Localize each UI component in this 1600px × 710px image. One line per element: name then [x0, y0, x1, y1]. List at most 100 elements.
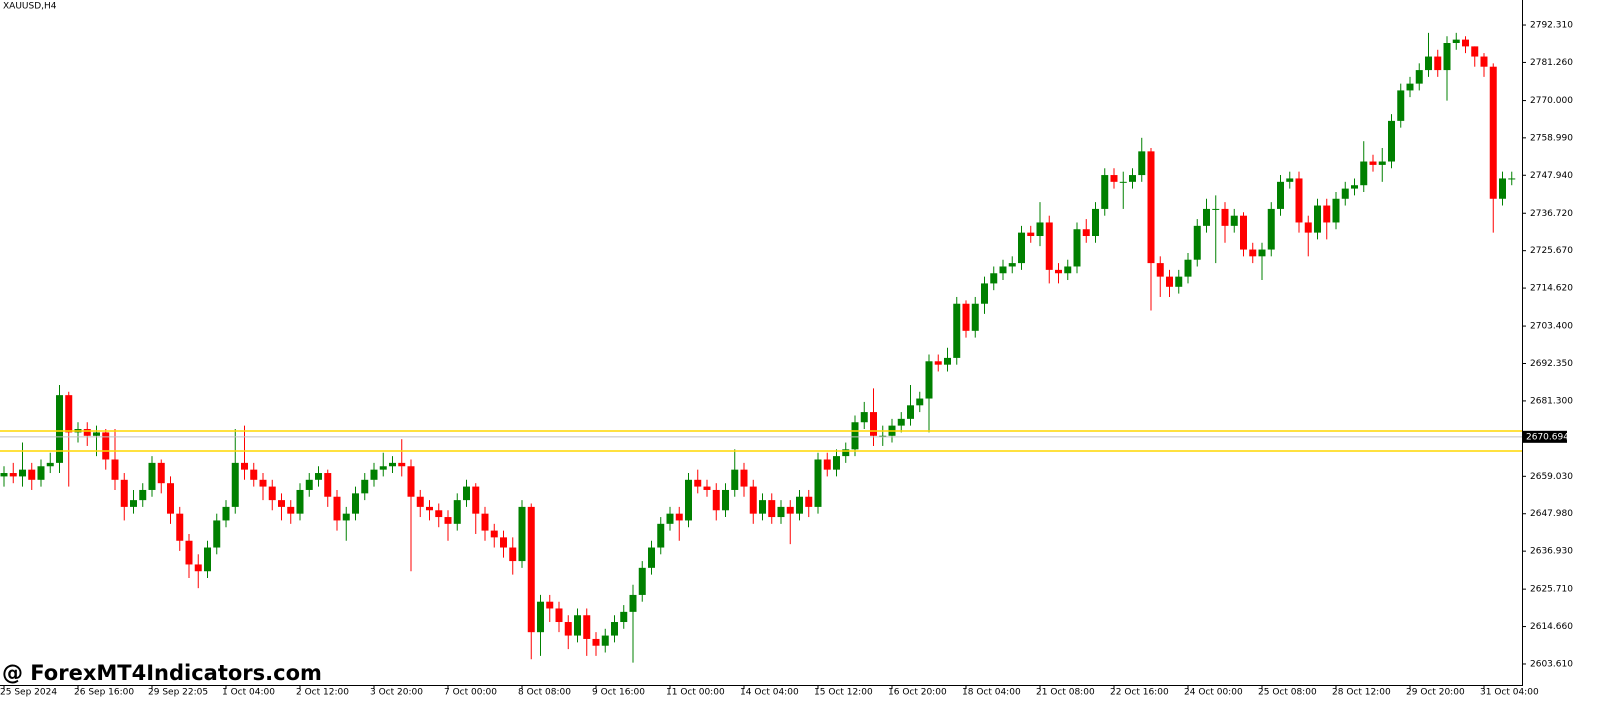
candle-body — [1212, 208, 1220, 210]
candle-body — [1064, 266, 1072, 274]
candle-body — [1221, 208, 1229, 226]
candle-body — [463, 486, 470, 501]
candle-body — [56, 395, 63, 463]
candle-body — [490, 530, 498, 538]
x-tick-label: 3 Oct 20:00 — [370, 688, 423, 698]
candle-body — [1156, 263, 1164, 277]
candle-body — [379, 466, 387, 470]
candle-body — [500, 537, 507, 548]
candle-body — [1341, 188, 1349, 199]
candle-body — [638, 567, 646, 595]
candle-body — [768, 500, 776, 518]
candle-body — [111, 459, 119, 480]
current-price-box — [1523, 430, 1567, 443]
candle-body — [1304, 222, 1312, 233]
candle-body — [759, 500, 766, 514]
symbol-label: XAUUSD,H4 — [3, 2, 57, 12]
candle-body — [342, 513, 350, 521]
x-tick-label: 16 Oct 20:00 — [888, 688, 947, 698]
candle-body — [1092, 208, 1099, 237]
candle-body — [629, 594, 637, 612]
candle-body — [749, 486, 757, 514]
candle-body — [740, 469, 748, 487]
candle-body — [1452, 39, 1460, 44]
candle-body — [620, 611, 628, 623]
candle-body — [1073, 229, 1081, 267]
x-tick-label: 25 Sep 2024 — [0, 688, 57, 698]
candle-body — [324, 473, 332, 497]
candle-body — [694, 479, 702, 487]
candle-body — [1258, 249, 1266, 257]
current-price-label: 2670.694 — [1526, 432, 1569, 442]
candle-body — [1314, 205, 1321, 233]
candle-body — [1240, 215, 1247, 250]
candle-body — [1055, 269, 1062, 274]
x-tick-label: 14 Oct 04:00 — [740, 688, 799, 698]
candle-body — [231, 462, 239, 507]
candle-body — [481, 513, 489, 531]
candle-body — [777, 506, 785, 518]
x-tick-label: 1 Oct 04:00 — [222, 688, 275, 698]
y-tick-label: 2792.310 — [1530, 21, 1573, 31]
candle-body — [1323, 205, 1331, 223]
x-tick-label: 21 Oct 08:00 — [1036, 688, 1095, 698]
candle-body — [823, 459, 831, 470]
candle-body — [407, 466, 415, 497]
candle-body — [416, 496, 424, 507]
candle-body — [1425, 56, 1432, 71]
y-tick-label: 2647.980 — [1530, 509, 1573, 519]
candle-body — [1360, 161, 1368, 186]
candle-body — [1351, 185, 1358, 189]
candle-body — [1397, 90, 1405, 121]
candle-body — [1462, 39, 1469, 47]
candle-body — [1471, 46, 1479, 57]
x-tick-label: 22 Oct 16:00 — [1110, 688, 1169, 698]
y-tick-label: 2781.260 — [1530, 58, 1573, 68]
candle-body — [361, 479, 369, 494]
candle-body — [971, 303, 979, 331]
candle-body — [1203, 208, 1210, 226]
candle-body — [870, 412, 877, 436]
candle-body — [879, 435, 887, 437]
candle-body — [435, 510, 443, 518]
candle-body — [315, 473, 322, 480]
candle-body — [1138, 151, 1146, 176]
candle-body — [583, 615, 591, 639]
candle-body — [722, 489, 729, 511]
candle-body — [1406, 83, 1414, 91]
candle-body — [204, 547, 211, 572]
candle-body — [1277, 181, 1284, 209]
candle-body — [130, 500, 137, 507]
candle-body — [9, 473, 17, 477]
candle-body — [250, 469, 258, 480]
candle-body — [555, 608, 563, 623]
y-tick-label: 2725.670 — [1530, 246, 1573, 256]
y-tick-label: 2614.660 — [1530, 622, 1573, 632]
candle-body — [46, 462, 54, 467]
candle-body — [925, 361, 933, 399]
candle-body — [296, 489, 304, 514]
x-tick-label: 11 Oct 00:00 — [666, 688, 725, 698]
candle-body — [953, 303, 961, 358]
x-tick-label: 8 Oct 08:00 — [518, 688, 571, 698]
candle-body — [268, 486, 276, 501]
candle-body — [860, 412, 868, 423]
candle-body — [1415, 70, 1423, 84]
x-tick-label: 29 Sep 22:05 — [148, 688, 208, 698]
candle-body — [990, 273, 998, 284]
y-tick-label: 2681.300 — [1530, 396, 1573, 406]
candle-body — [472, 486, 480, 514]
candle-body — [1027, 232, 1035, 237]
candle-body — [897, 418, 905, 426]
candle-body — [564, 622, 572, 636]
candle-body — [611, 622, 618, 636]
candle-body — [1499, 178, 1506, 199]
candle-body — [546, 601, 554, 609]
candle-body — [934, 361, 942, 365]
candle-body — [1166, 276, 1173, 287]
candle-body — [1480, 56, 1488, 67]
y-tick-label: 2625.710 — [1530, 585, 1573, 595]
candle-body — [1184, 259, 1192, 277]
candle-body — [148, 462, 156, 490]
